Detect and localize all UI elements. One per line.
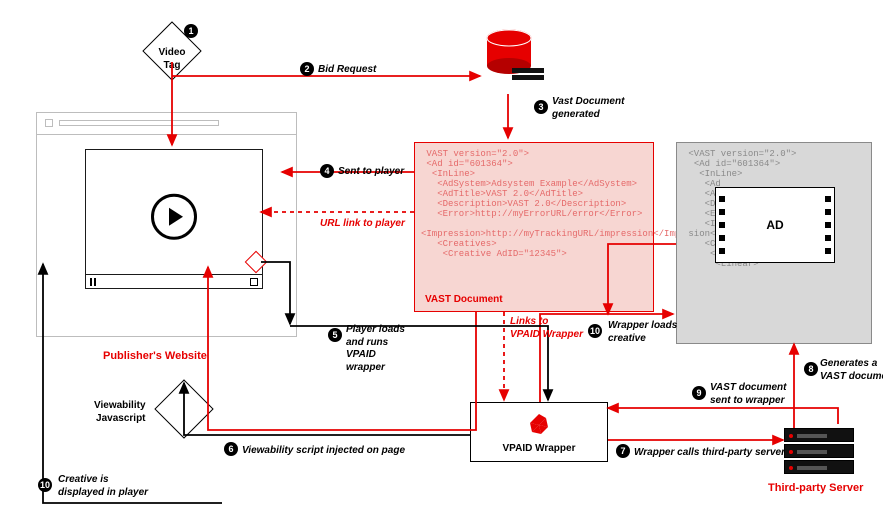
step-9-num: 9: [692, 386, 706, 400]
vpaid-icon: [524, 411, 554, 439]
video-player: [85, 149, 263, 289]
browser-chrome: [37, 113, 296, 135]
third-party-server-icon: [784, 428, 854, 476]
step-1-num: 1: [184, 24, 198, 38]
video-tag-label: Video Tag: [151, 47, 193, 72]
database-icon: [484, 28, 534, 68]
step-3-num: 3: [534, 100, 548, 114]
step-5-num: 5: [328, 328, 342, 342]
viewability-label: Viewability Javascript: [94, 400, 146, 425]
step-6-num: 6: [224, 442, 238, 456]
step-10a-num: 10: [588, 324, 602, 338]
vast-doc-content: VAST version="2.0"> <Ad id="601364"> <In…: [421, 149, 647, 259]
step-9-label: VAST document sent to wrapper: [710, 382, 786, 407]
player-controls: [86, 274, 262, 288]
ad-label: AD: [766, 218, 783, 232]
step-2-num: 2: [300, 62, 314, 76]
step-10a-label: Wrapper loads creative: [608, 320, 677, 345]
vpaid-wrapper-node: VPAID Wrapper: [470, 402, 608, 462]
diagram-stage: Publisher's Website Video Tag 1 VAST ver…: [0, 0, 883, 516]
viewability-diamond: [154, 379, 213, 438]
links-vpaid-label: Links to VPAID Wrapper: [510, 316, 583, 341]
step-10b-num: 10: [38, 478, 52, 492]
step-8-num: 8: [804, 362, 818, 376]
step-10b-label: Creative is displayed in player: [58, 474, 148, 499]
publisher-website-node: [36, 112, 297, 337]
third-party-vast-node: <VAST version="2.0"> <Ad id="601364"> <I…: [676, 142, 872, 344]
step-6-label: Viewability script injected on page: [242, 445, 405, 458]
step-2-label: Bid Request: [318, 64, 376, 77]
third-party-server-title: Third-party Server: [768, 482, 863, 496]
step-7-label: Wrapper calls third-party server: [634, 447, 785, 460]
ad-creative-box: AD: [715, 187, 835, 263]
edge-e12: [608, 408, 838, 424]
step-7-num: 7: [616, 444, 630, 458]
step-5-label: Player loads and runs VPAID wrapper: [346, 324, 405, 374]
publisher-title: Publisher's Website: [103, 350, 207, 364]
step-8-label: Generates a VAST document: [820, 358, 883, 383]
step-4-num: 4: [320, 164, 334, 178]
url-link-label: URL link to player: [320, 218, 405, 231]
step-4-label: Sent to player: [338, 166, 404, 179]
vast-document-node: VAST version="2.0"> <Ad id="601364"> <In…: [414, 142, 654, 312]
vast-doc-title: VAST Document: [425, 294, 503, 305]
step-3-label: Vast Document generated: [552, 96, 624, 121]
play-icon: [151, 194, 197, 240]
edge-e9: [184, 383, 470, 435]
vpaid-title: VPAID Wrapper: [471, 443, 607, 454]
